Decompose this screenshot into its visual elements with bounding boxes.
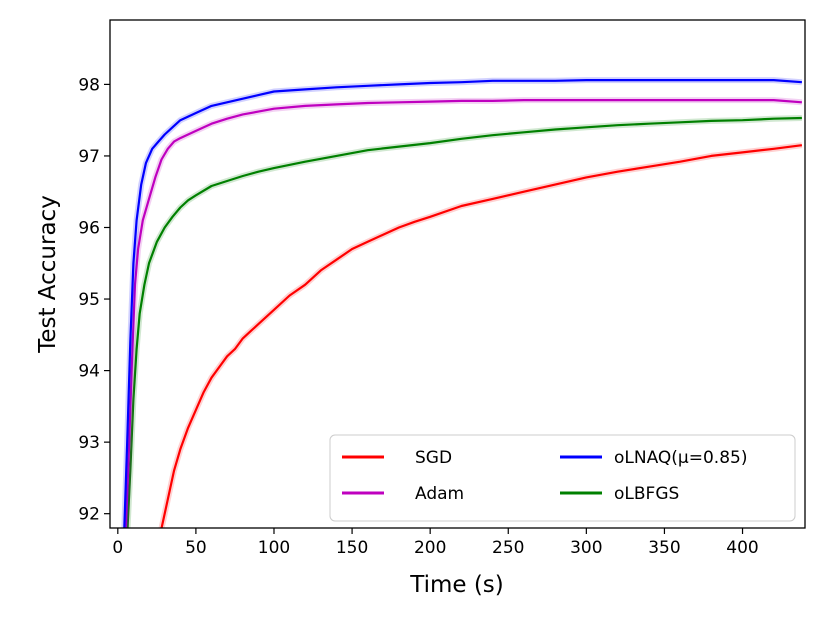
y-tick-label: 96 xyxy=(78,218,100,238)
series-line-adam xyxy=(124,98,802,528)
x-tick-label: 350 xyxy=(648,538,680,558)
x-tick-label: 400 xyxy=(726,538,758,558)
plot-frame xyxy=(109,19,806,529)
x-axis-label: Time (s) xyxy=(409,572,504,598)
y-tick-label: 92 xyxy=(78,505,100,525)
legend-box xyxy=(329,434,796,522)
y-tick-label: 93 xyxy=(78,433,100,453)
x-axis: 0 50 100 150 200 250 300 350 400 xyxy=(112,528,759,558)
legend-label-adam: Adam xyxy=(415,484,464,504)
x-tick-label: 0 xyxy=(112,538,123,558)
legend-label-olbfgs: oLBFGS xyxy=(614,484,679,504)
legend: SGD Adam oLNAQ(μ=0.85) oLBFGS xyxy=(329,434,796,522)
legend-label-sgd: SGD xyxy=(415,448,452,468)
series-line-olnaq-0-85 xyxy=(123,78,802,528)
y-axis: 92 93 94 95 96 97 98 xyxy=(78,75,110,525)
x-tick-label: 300 xyxy=(570,538,602,558)
series-line-sgd xyxy=(160,144,803,528)
x-tick-label: 100 xyxy=(258,538,290,558)
x-tick-label: 200 xyxy=(414,538,446,558)
series-line-olbfgs xyxy=(126,116,802,528)
y-axis-label: Test Accuracy xyxy=(35,195,61,354)
y-tick-label: 97 xyxy=(78,147,100,167)
x-tick-label: 250 xyxy=(492,538,524,558)
x-tick-label: 150 xyxy=(336,538,368,558)
y-tick-label: 98 xyxy=(78,75,100,95)
legend-label-olnaq: oLNAQ(μ=0.85) xyxy=(614,448,747,468)
x-tick-label: 50 xyxy=(185,538,207,558)
y-tick-label: 94 xyxy=(78,362,100,382)
y-tick-label: 95 xyxy=(78,290,100,310)
series-layer xyxy=(121,77,803,528)
